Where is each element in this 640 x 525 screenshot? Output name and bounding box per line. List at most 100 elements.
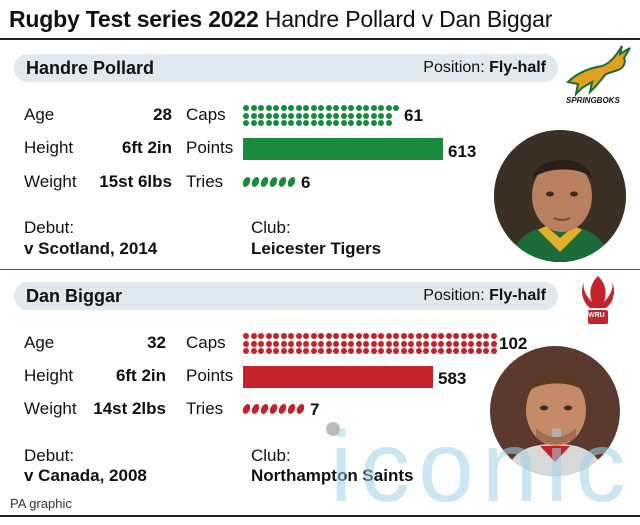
section-divider <box>0 269 640 270</box>
player-2-position: Position: Fly-half <box>423 287 546 304</box>
p1-weight-label: Weight <box>24 172 77 191</box>
p1-tries-label: Tries <box>186 172 224 191</box>
p1-tries-pills <box>241 177 303 189</box>
p1-age-value: 28 <box>153 105 172 124</box>
cap-dot <box>415 333 422 339</box>
try-pill <box>259 177 270 187</box>
cap-dot <box>378 340 384 347</box>
p2-tries-pills <box>241 404 313 416</box>
try-pill <box>277 404 288 414</box>
player-2-photo <box>490 346 620 476</box>
cap-dot <box>400 348 407 354</box>
cap-dot <box>250 333 257 339</box>
p2-club-value: Northampton Saints <box>251 466 414 485</box>
cap-dot <box>303 120 309 126</box>
cap-dot <box>370 112 377 119</box>
cap-dot <box>333 333 339 339</box>
cap-dot <box>423 348 429 354</box>
cap-dot <box>355 105 362 111</box>
cap-dot <box>318 340 324 347</box>
cap-dot <box>393 348 399 354</box>
watermark-dot <box>326 422 340 436</box>
cap-dot <box>250 112 257 119</box>
p1-age-label: Age <box>24 105 55 124</box>
iconic-watermark: iconic <box>330 411 634 523</box>
cap-dot <box>280 112 287 119</box>
cap-dot <box>258 348 264 354</box>
player-2-name: Dan Biggar <box>26 286 123 306</box>
cap-dot <box>303 340 309 347</box>
try-pill <box>250 177 261 187</box>
cap-dot <box>310 120 317 126</box>
player-2-header: Dan Biggar Position: Fly-half <box>14 282 558 310</box>
p1-caps-dots <box>243 105 399 127</box>
cap-dot <box>243 112 249 119</box>
cap-dot <box>318 112 324 119</box>
cap-dot <box>325 348 332 354</box>
cap-dot <box>250 348 257 354</box>
cap-dot <box>355 120 362 126</box>
cap-dot <box>370 105 377 111</box>
p2-club-label: Club: <box>251 446 291 465</box>
cap-dot <box>243 105 249 111</box>
player-1-photo <box>494 130 626 262</box>
player-1-name: Handre Pollard <box>26 58 155 78</box>
p2-tries-label: Tries <box>186 399 224 418</box>
cap-dot <box>438 340 444 347</box>
p2-caps-value: 102 <box>499 334 528 353</box>
cap-dot <box>310 333 317 339</box>
cap-dot <box>363 340 369 347</box>
cap-dot <box>408 348 414 354</box>
cap-dot <box>340 348 347 354</box>
cap-dot <box>445 340 452 347</box>
cap-dot <box>415 348 422 354</box>
wru-logo <box>578 272 618 326</box>
try-pill <box>268 177 279 187</box>
p1-points-bar <box>243 138 443 160</box>
cap-dot <box>400 333 407 339</box>
p1-height-label: Height <box>24 138 74 157</box>
cap-dot <box>288 348 294 354</box>
cap-dot <box>423 340 429 347</box>
cap-dot <box>475 340 482 347</box>
cap-dot <box>370 120 377 126</box>
p1-club-value: Leicester Tigers <box>251 239 382 258</box>
cap-dot <box>265 348 272 354</box>
cap-dot <box>385 105 392 111</box>
cap-dot <box>273 333 279 339</box>
cap-dot <box>445 333 452 339</box>
try-pill <box>286 404 297 414</box>
cap-dot <box>325 120 332 126</box>
cap-dot <box>318 120 324 126</box>
cap-dot <box>385 348 392 354</box>
cap-dot <box>340 340 347 347</box>
cap-dot <box>453 333 459 339</box>
cap-dot <box>333 348 339 354</box>
cap-dot <box>460 348 467 354</box>
cap-dot <box>355 340 362 347</box>
cap-dot <box>363 105 369 111</box>
cap-dot <box>265 105 272 111</box>
cap-dot <box>340 105 347 111</box>
cap-dot <box>340 333 347 339</box>
p2-points-bar <box>243 366 433 388</box>
cap-dot <box>243 340 249 347</box>
title-rule <box>0 38 640 40</box>
cap-dot <box>340 120 347 126</box>
cap-dot <box>468 333 474 339</box>
cap-dot <box>265 120 272 126</box>
try-pill <box>241 404 252 414</box>
cap-dot <box>378 112 384 119</box>
p1-debut-label: Debut: <box>24 218 75 237</box>
cap-dot <box>258 340 264 347</box>
cap-dot <box>280 333 287 339</box>
p2-debut-value: v Canada, 2008 <box>24 466 147 485</box>
cap-dot <box>280 340 287 347</box>
try-pill <box>268 404 279 414</box>
cap-dot <box>430 333 437 339</box>
p2-weight-label: Weight <box>24 399 77 418</box>
cap-dot <box>280 105 287 111</box>
cap-dot <box>310 105 317 111</box>
p1-weight-value: 15st 6lbs <box>99 172 172 191</box>
cap-dot <box>325 112 332 119</box>
